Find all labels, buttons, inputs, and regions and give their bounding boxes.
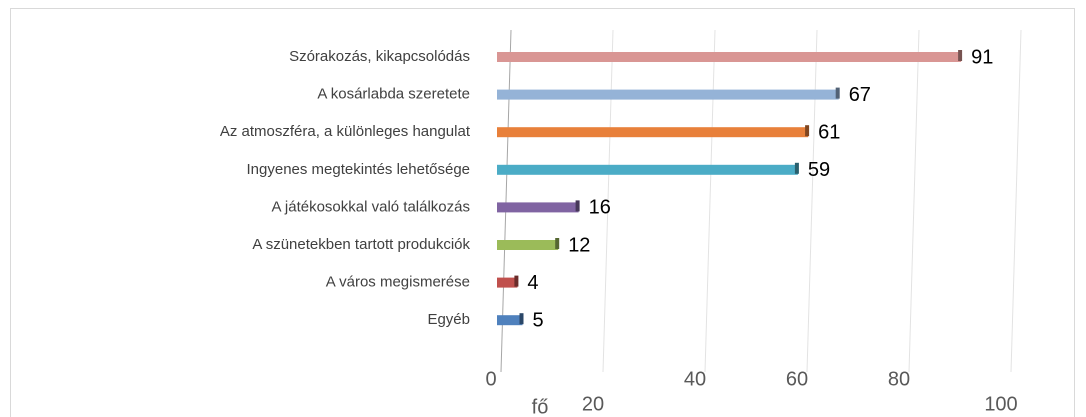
- bar-end: [514, 275, 519, 287]
- category-label: Szórakozás, kikapcsolódás: [289, 48, 470, 65]
- value-label: 5: [533, 309, 544, 331]
- bar: [497, 202, 579, 213]
- grid-line: [908, 29, 920, 373]
- x-axis-label: fő: [532, 396, 549, 417]
- x-tick-label: 20: [582, 393, 604, 415]
- x-tick-label: 80: [888, 368, 910, 390]
- category-label: A szünetekben tartott produkciók: [252, 236, 470, 253]
- value-label: 59: [808, 159, 830, 181]
- x-tick-label: 40: [684, 368, 706, 390]
- bar-end: [575, 200, 580, 212]
- bar-end: [519, 313, 524, 325]
- bar: [497, 89, 839, 100]
- grid-line: [602, 29, 614, 373]
- bar-end: [958, 50, 963, 61]
- bar-end: [794, 162, 799, 174]
- value-label: 16: [589, 197, 611, 219]
- bar: [497, 240, 559, 250]
- value-label: 4: [527, 272, 538, 294]
- bar: [497, 315, 523, 326]
- value-label: 67: [849, 84, 871, 106]
- bar: [497, 52, 962, 62]
- x-tick-label: 60: [786, 368, 808, 390]
- bar: [497, 164, 798, 175]
- value-label: 61: [818, 121, 840, 143]
- grid-line: [1010, 29, 1022, 373]
- category-label: Ingyenes megtekintés lehetősége: [247, 161, 470, 178]
- x-tick-label: 100: [984, 393, 1017, 415]
- grid-line: [806, 29, 818, 373]
- category-label: A város megismerése: [326, 274, 470, 291]
- grid-line: [500, 29, 512, 373]
- value-label: 91: [971, 46, 993, 68]
- chart-border: [10, 8, 1075, 417]
- bar-end: [555, 238, 560, 249]
- bar: [497, 127, 809, 138]
- x-tick-label: 0: [485, 368, 496, 390]
- category-label: Egyéb: [427, 311, 470, 328]
- category-label: A kosárlabda szeretete: [317, 86, 470, 103]
- bar-end: [835, 87, 840, 99]
- grid-line: [704, 29, 716, 373]
- bar: [497, 277, 518, 288]
- category-label: Az atmoszféra, a különleges hangulat: [220, 123, 471, 140]
- category-label: A játékosokkal való találkozás: [272, 198, 470, 215]
- value-label: 12: [568, 234, 590, 256]
- bar-end: [805, 125, 810, 137]
